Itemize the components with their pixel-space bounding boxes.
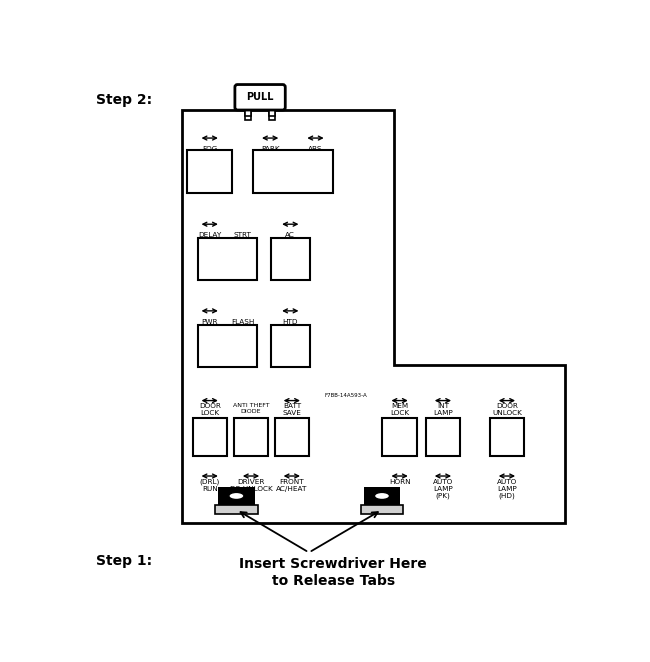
- Text: ANTI THEFT
DIODE: ANTI THEFT DIODE: [233, 403, 269, 414]
- Text: HORN: HORN: [389, 479, 410, 485]
- Bar: [361, 505, 404, 514]
- Text: AUTO
LAMP
(HD): AUTO LAMP (HD): [497, 479, 517, 499]
- Text: Step 2:: Step 2:: [96, 93, 153, 107]
- Text: HTD
BKLT: HTD BKLT: [281, 319, 299, 332]
- Bar: [192, 418, 227, 456]
- Text: to Release Tabs: to Release Tabs: [272, 575, 395, 589]
- Text: AUTO
LAMP
(PK): AUTO LAMP (PK): [433, 479, 453, 499]
- Bar: [382, 418, 417, 456]
- Bar: [187, 150, 233, 193]
- FancyBboxPatch shape: [235, 85, 285, 110]
- Text: Insert Screwdriver Here: Insert Screwdriver Here: [239, 557, 427, 571]
- Text: Step 1:: Step 1:: [96, 554, 153, 568]
- Bar: [270, 238, 310, 280]
- Text: BATT
SAVE: BATT SAVE: [282, 403, 301, 416]
- Text: FRONT
AC/HEAT: FRONT AC/HEAT: [276, 479, 307, 492]
- Text: STRT
INT: STRT INT: [233, 232, 252, 246]
- Text: INT
LAMP: INT LAMP: [433, 403, 453, 416]
- Polygon shape: [182, 110, 565, 523]
- Bar: [270, 325, 310, 367]
- Bar: [490, 418, 524, 456]
- Text: PULL: PULL: [246, 92, 274, 103]
- Text: AC
HEAT: AC HEAT: [281, 232, 300, 246]
- Text: MEM
LOCK: MEM LOCK: [390, 403, 410, 416]
- Bar: [198, 238, 257, 280]
- Bar: [269, 105, 275, 116]
- Text: DOOR
LOCK: DOOR LOCK: [199, 403, 220, 416]
- Bar: [269, 107, 275, 120]
- Bar: [426, 418, 460, 456]
- Bar: [253, 150, 333, 193]
- Bar: [218, 487, 255, 506]
- Text: PWR
WDW: PWR WDW: [200, 319, 220, 332]
- Text: (DRL)
RUN: (DRL) RUN: [200, 479, 220, 492]
- Bar: [245, 105, 251, 116]
- Text: PARK
LAMP: PARK LAMP: [260, 146, 280, 159]
- Ellipse shape: [374, 493, 389, 500]
- Bar: [364, 487, 400, 506]
- Bar: [215, 505, 258, 514]
- Ellipse shape: [229, 493, 244, 500]
- Text: ABS
LAMP: ABS LAMP: [306, 146, 326, 159]
- Text: FOG
LAMP: FOG LAMP: [200, 146, 220, 159]
- Text: DOOR
UNLOCK: DOOR UNLOCK: [492, 403, 522, 416]
- Text: FLASH: FLASH: [231, 319, 254, 325]
- Bar: [245, 107, 251, 120]
- Text: DELAY
ACC: DELAY ACC: [198, 232, 222, 246]
- Bar: [275, 418, 309, 456]
- Bar: [234, 418, 268, 456]
- Bar: [198, 325, 257, 367]
- Text: F7BB-14A593-A: F7BB-14A593-A: [324, 393, 367, 398]
- Text: DRIVER
DR UNLOCK: DRIVER DR UNLOCK: [229, 479, 272, 492]
